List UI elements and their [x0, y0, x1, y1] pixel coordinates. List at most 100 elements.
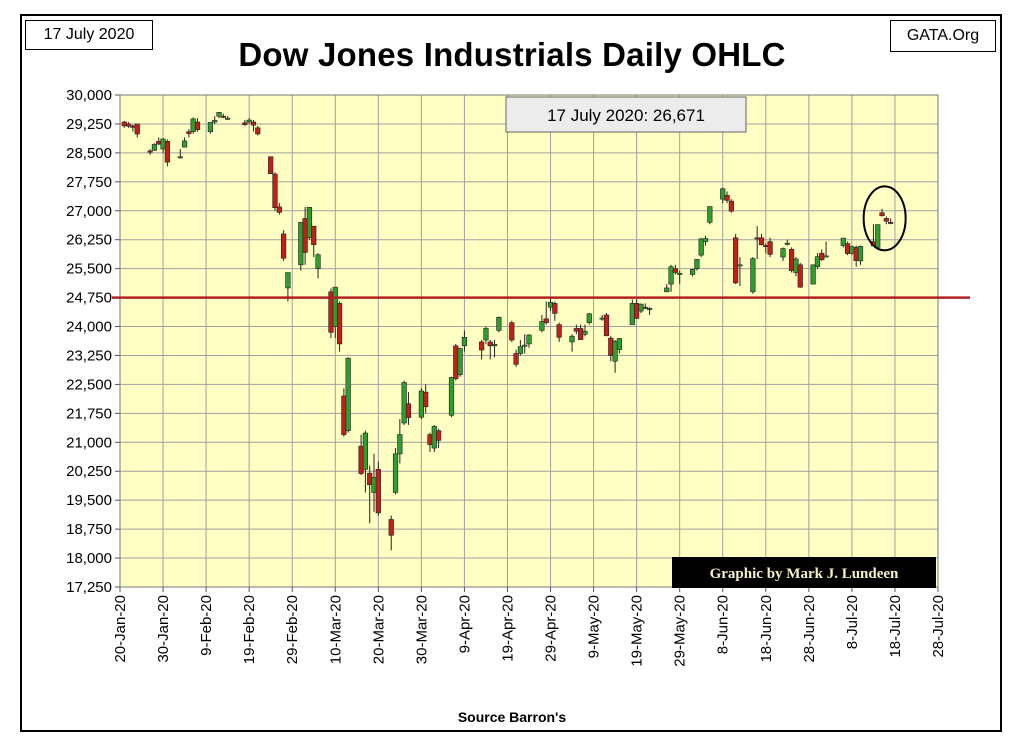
candle-body: [418, 390, 424, 418]
y-tick-label: 21,750: [66, 405, 112, 422]
candle-body: [552, 303, 558, 314]
candle-body: [427, 434, 433, 445]
candle-body: [367, 472, 373, 486]
x-tick-label: 28-Jun-20: [801, 595, 818, 663]
site-label: GATA.Org: [890, 20, 996, 52]
candle-body: [362, 432, 369, 470]
candle-body: [793, 258, 799, 273]
candle-body: [702, 238, 709, 242]
candle-body: [268, 156, 274, 175]
candle-body: [255, 127, 261, 135]
y-tick-label: 26,250: [66, 232, 112, 249]
candle-body: [388, 519, 394, 536]
x-tick-label: 9-May-20: [586, 595, 603, 658]
candle-body: [698, 238, 704, 256]
candle-body: [784, 242, 790, 245]
candle-body: [543, 318, 549, 323]
x-tick-label: 19-May-20: [629, 595, 646, 667]
candle-body: [126, 123, 132, 127]
candle-body: [728, 200, 734, 212]
candle-body: [694, 259, 700, 269]
candle-body: [586, 313, 592, 323]
x-tick-label: 29-Apr-20: [543, 595, 560, 662]
candle-body: [177, 156, 183, 159]
candle-body: [276, 206, 282, 213]
candle-body: [130, 125, 136, 128]
candle-body: [164, 141, 170, 163]
candle-body: [599, 317, 605, 320]
candle-body: [616, 338, 623, 350]
candle-body: [272, 173, 278, 208]
candle-body: [298, 222, 304, 266]
x-tick-label: 8-Jun-20: [715, 595, 732, 654]
candle-body: [375, 469, 381, 514]
y-tick-label: 23,250: [66, 347, 112, 364]
candle-body: [461, 337, 468, 347]
candle-body: [220, 115, 226, 118]
candle-body: [147, 150, 153, 153]
plot-area: 30,000 29,250 28,500 27,750 27,000 26,250 25,5…: [66, 87, 970, 667]
candle-body: [487, 341, 493, 347]
highlight-circle: [862, 185, 907, 252]
candle-body: [763, 245, 769, 247]
candle-body: [250, 121, 257, 126]
y-tick-label: 27,750: [66, 174, 112, 191]
candle-body: [311, 225, 317, 246]
candle-body: [582, 330, 588, 335]
credit-text: Graphic by Mark J. Lundeen: [710, 566, 899, 582]
source-note: Source Barron's: [457, 709, 567, 725]
candle-body: [371, 477, 377, 493]
candle-body: [513, 353, 519, 365]
candle-body: [358, 445, 364, 474]
callout-box: [505, 96, 747, 133]
candle-body: [517, 346, 523, 354]
candle-body: [733, 237, 739, 284]
candle-body: [134, 123, 140, 135]
candle-body: [345, 357, 351, 432]
candle-body: [496, 316, 502, 331]
candle-body: [810, 264, 816, 285]
candle-body: [539, 321, 545, 331]
candle-body: [879, 212, 885, 217]
candle-body: [789, 249, 795, 271]
candle-body: [207, 122, 214, 132]
x-tick-label: 30-Jan-20: [155, 595, 172, 663]
date-label: 17 July 2020: [25, 20, 153, 50]
candle-body: [509, 322, 515, 341]
x-tick-label: 19-Feb-20: [241, 595, 258, 664]
y-tick-label: 30,000: [66, 87, 112, 104]
candle-body: [689, 269, 696, 275]
candle-body: [754, 237, 760, 240]
y-tick-label: 28,500: [66, 145, 112, 162]
candle-body: [612, 340, 618, 362]
candle-body: [797, 264, 803, 288]
candle-body: [491, 343, 498, 347]
candle-body: [707, 206, 713, 223]
candle-body: [888, 222, 894, 224]
candle-body: [246, 119, 252, 123]
x-tick-label: 20-Mar-20: [370, 595, 387, 664]
x-tick-label: 18-Jul-20: [887, 595, 904, 658]
candle-body: [160, 138, 166, 150]
candle-body: [121, 121, 127, 127]
candle-body: [672, 268, 678, 273]
candle-body: [573, 328, 579, 332]
y-tick-label: 20,250: [66, 463, 112, 480]
candle-body: [664, 287, 670, 293]
candle-body: [285, 272, 291, 289]
credit-box: [672, 557, 936, 588]
candle-body: [336, 303, 343, 345]
y-tick-label: 18,000: [66, 550, 112, 567]
candle-body: [212, 120, 218, 123]
candle-body: [840, 237, 846, 246]
x-tick-label: 30-Mar-20: [413, 595, 430, 664]
candle-body: [642, 306, 648, 309]
y-tick-label: 22,500: [66, 376, 112, 393]
candle-body: [857, 245, 864, 262]
candle-body: [629, 303, 635, 325]
candle-body: [875, 224, 881, 248]
candle-body: [186, 131, 192, 134]
candle-body: [332, 286, 338, 327]
x-tick-label: 29-Feb-20: [284, 595, 301, 664]
